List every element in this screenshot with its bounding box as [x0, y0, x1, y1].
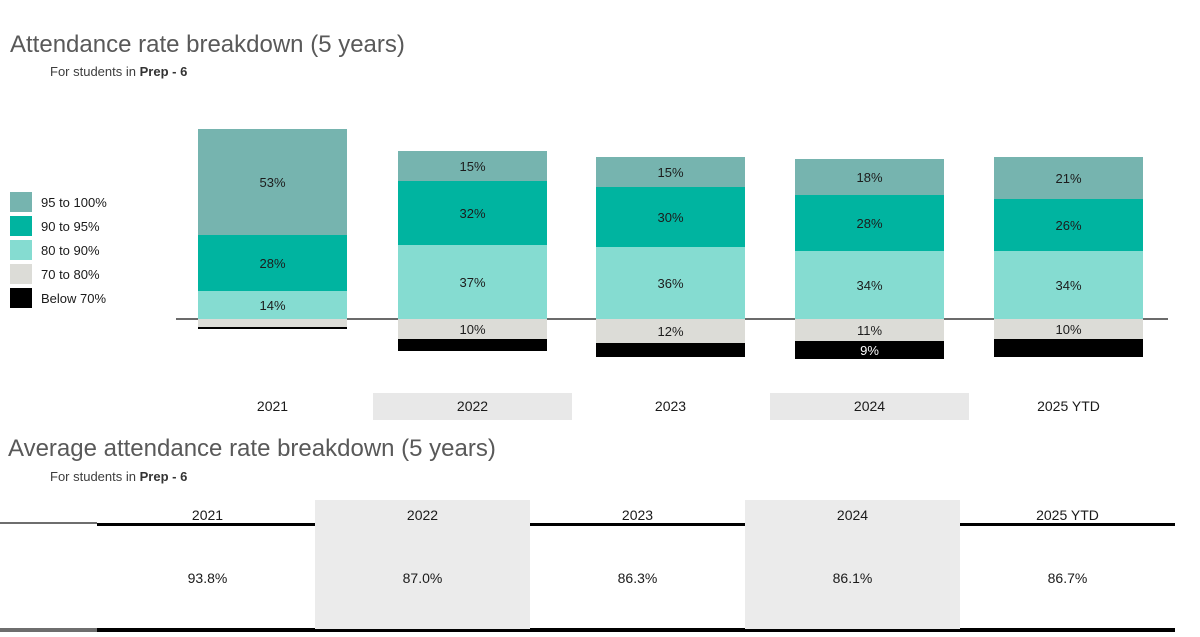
table-value-2025-ytd: 86.7%: [1047, 570, 1088, 586]
segment-value-label: 34%: [1055, 277, 1082, 293]
segment-value-label: 53%: [259, 174, 286, 190]
segment-value-label: 28%: [259, 255, 286, 271]
bar-segment-2025-ytd-below-70[interactable]: [994, 339, 1143, 357]
bar-segment-2023-below-70[interactable]: [596, 343, 745, 357]
bar-segment-2022-below-70[interactable]: [398, 339, 547, 351]
bar-segment-2021-70-to-80[interactable]: [198, 319, 347, 327]
segment-value-label: 21%: [1055, 170, 1082, 186]
bar-segment-2024-below-70[interactable]: 9%: [795, 341, 944, 359]
legend-swatch-90-to-95: [10, 216, 32, 236]
table-value-2022: 87.0%: [402, 570, 443, 586]
table-header-2025-ytd[interactable]: 2025 YTD: [1036, 507, 1099, 523]
chart-legend: 95 to 100% 90 to 95% 80 to 90% 70 to 80% Bel…: [10, 192, 107, 312]
category-label-2025-ytd[interactable]: 2025 YTD: [1037, 398, 1100, 414]
bar-segment-2025-ytd-90-to-95[interactable]: 26%: [994, 199, 1143, 251]
legend-swatch-below-70: [10, 288, 32, 308]
legend-label: 90 to 95%: [41, 218, 100, 234]
category-label-2022[interactable]: 2022: [373, 393, 572, 420]
legend-label: 70 to 80%: [41, 266, 100, 282]
segment-value-label: 32%: [459, 205, 486, 221]
bar-segment-2023-70-to-80[interactable]: 12%: [596, 319, 745, 343]
category-label-2021[interactable]: 2021: [256, 398, 289, 414]
bar-segment-2021-90-to-95[interactable]: 28%: [198, 235, 347, 291]
table-value-2021: 93.8%: [187, 570, 228, 586]
segment-value-label: 10%: [459, 321, 486, 337]
segment-value-label: 15%: [657, 164, 684, 180]
segment-value-label: 15%: [459, 158, 486, 174]
bar-segment-2025-ytd-70-to-80[interactable]: 10%: [994, 319, 1143, 339]
bar-segment-2024-80-to-90[interactable]: 34%: [795, 251, 944, 319]
table-bottom-rule: [97, 628, 1175, 632]
bar-segment-2025-ytd-95-to-100[interactable]: 21%: [994, 157, 1143, 199]
table-header-rule: [97, 523, 1175, 526]
segment-value-label: 10%: [1055, 321, 1082, 337]
legend-label: 80 to 90%: [41, 242, 100, 258]
bar-segment-2024-95-to-100[interactable]: 18%: [795, 159, 944, 195]
bar-segment-2023-80-to-90[interactable]: 36%: [596, 247, 745, 319]
bar-segment-2023-90-to-95[interactable]: 30%: [596, 187, 745, 247]
bar-segment-2024-90-to-95[interactable]: 28%: [795, 195, 944, 251]
bar-segment-2022-80-to-90[interactable]: 37%: [398, 245, 547, 319]
bar-segment-2021-80-to-90[interactable]: 14%: [198, 291, 347, 319]
segment-value-label: 9%: [860, 342, 879, 358]
segment-value-label: 14%: [259, 297, 286, 313]
legend-item-below-70[interactable]: Below 70%: [10, 288, 107, 308]
legend-item-80-to-90[interactable]: 80 to 90%: [10, 240, 107, 260]
table-header-2021[interactable]: 2021: [191, 507, 224, 523]
segment-value-label: 18%: [856, 169, 883, 185]
table-bottom-rule-left: [0, 628, 97, 632]
chart-subtitle: For students in Prep - 6: [50, 64, 187, 79]
segment-value-label: 11%: [856, 322, 883, 338]
segment-value-label: 12%: [657, 323, 684, 339]
legend-swatch-95-to-100: [10, 192, 32, 212]
table-subtitle-cohort: Prep - 6: [139, 469, 188, 484]
bar-segment-2022-90-to-95[interactable]: 32%: [398, 181, 547, 245]
table-subtitle-prefix: For students in: [50, 469, 136, 484]
segment-value-label: 28%: [856, 215, 883, 231]
segment-value-label: 30%: [657, 209, 684, 225]
category-label-2024[interactable]: 2024: [770, 393, 969, 420]
legend-swatch-80-to-90: [10, 240, 32, 260]
table-header-rule-left: [0, 522, 97, 524]
bar-segment-2025-ytd-80-to-90[interactable]: 34%: [994, 251, 1143, 319]
bar-segment-2022-95-to-100[interactable]: 15%: [398, 151, 547, 181]
segment-value-label: 34%: [856, 277, 883, 293]
bar-segment-2021-95-to-100[interactable]: 53%: [198, 129, 347, 235]
chart-title: Attendance rate breakdown (5 years): [10, 31, 405, 58]
bar-segment-2024-70-to-80[interactable]: 11%: [795, 319, 944, 341]
legend-label: Below 70%: [41, 290, 107, 306]
segment-value-label: 26%: [1055, 217, 1082, 233]
legend-label: 95 to 100%: [41, 194, 107, 210]
table-header-2023[interactable]: 2023: [621, 507, 654, 523]
table-column-highlight-2024: [745, 500, 960, 629]
chart-subtitle-cohort: Prep - 6: [139, 64, 188, 79]
chart-subtitle-prefix: For students in: [50, 64, 136, 79]
table-subtitle: For students in Prep - 6: [50, 469, 187, 484]
segment-value-label: 37%: [459, 274, 486, 290]
legend-item-70-to-80[interactable]: 70 to 80%: [10, 264, 107, 284]
table-column-highlight-2022: [315, 500, 530, 629]
legend-item-90-to-95[interactable]: 90 to 95%: [10, 216, 107, 236]
table-header-2024[interactable]: 2024: [836, 507, 869, 523]
table-header-2022[interactable]: 2022: [406, 507, 439, 523]
table-value-2024: 86.1%: [832, 570, 873, 586]
bar-segment-2023-95-to-100[interactable]: 15%: [596, 157, 745, 187]
category-label-2023[interactable]: 2023: [654, 398, 687, 414]
bar-segment-2021-below-70[interactable]: [198, 327, 347, 329]
bar-segment-2022-70-to-80[interactable]: 10%: [398, 319, 547, 339]
legend-swatch-70-to-80: [10, 264, 32, 284]
table-value-2023: 86.3%: [617, 570, 658, 586]
table-title: Average attendance rate breakdown (5 yea…: [8, 435, 496, 462]
legend-item-95-to-100[interactable]: 95 to 100%: [10, 192, 107, 212]
segment-value-label: 36%: [657, 275, 684, 291]
